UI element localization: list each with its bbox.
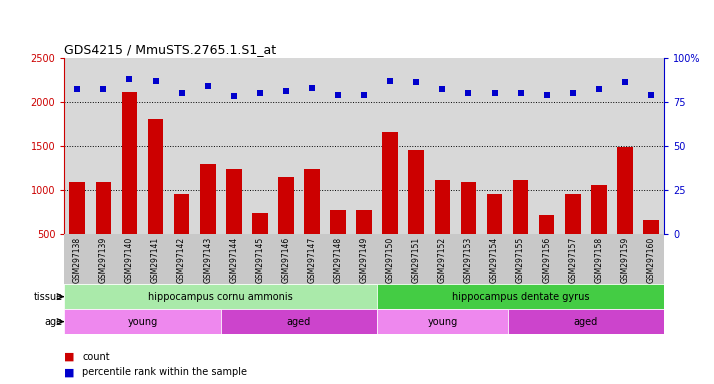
Bar xyxy=(487,194,503,234)
Text: GSM297151: GSM297151 xyxy=(412,237,421,283)
Point xyxy=(437,86,448,93)
Text: GSM297152: GSM297152 xyxy=(438,237,447,283)
Point xyxy=(645,92,657,98)
Text: GSM297138: GSM297138 xyxy=(73,237,82,283)
Text: GSM297141: GSM297141 xyxy=(151,237,160,283)
Bar xyxy=(383,132,398,234)
Bar xyxy=(408,150,424,234)
Text: GSM297156: GSM297156 xyxy=(542,237,551,283)
Bar xyxy=(591,185,607,234)
Point xyxy=(567,90,578,96)
Text: hippocampus dentate gyrus: hippocampus dentate gyrus xyxy=(452,291,589,302)
Text: aged: aged xyxy=(573,316,598,327)
Bar xyxy=(252,213,268,234)
Point xyxy=(593,86,605,93)
Text: ■: ■ xyxy=(64,352,75,362)
Bar xyxy=(221,309,377,334)
Point xyxy=(124,76,135,82)
Text: GSM297143: GSM297143 xyxy=(203,237,212,283)
Text: GSM297149: GSM297149 xyxy=(360,237,368,283)
Bar xyxy=(508,309,664,334)
Bar xyxy=(69,182,85,234)
Point xyxy=(202,83,213,89)
Point xyxy=(280,88,291,94)
Point xyxy=(619,79,630,85)
Text: GSM297147: GSM297147 xyxy=(308,237,316,283)
Text: GSM297154: GSM297154 xyxy=(490,237,499,283)
Point xyxy=(515,90,526,96)
Point xyxy=(463,90,474,96)
Point xyxy=(489,90,501,96)
Text: GSM297144: GSM297144 xyxy=(229,237,238,283)
Text: GSM297150: GSM297150 xyxy=(386,237,395,283)
Bar xyxy=(174,194,189,234)
Bar xyxy=(377,284,664,309)
Text: GSM297139: GSM297139 xyxy=(99,237,108,283)
Point xyxy=(332,92,343,98)
Text: GSM297145: GSM297145 xyxy=(256,237,264,283)
Bar xyxy=(539,215,555,234)
Point xyxy=(541,92,553,98)
Text: GSM297155: GSM297155 xyxy=(516,237,525,283)
Bar xyxy=(148,119,164,234)
Point xyxy=(228,93,239,99)
Text: young: young xyxy=(427,316,458,327)
Point xyxy=(358,92,370,98)
Bar xyxy=(643,220,659,234)
Text: ■: ■ xyxy=(64,367,75,377)
Text: count: count xyxy=(82,352,110,362)
Text: GSM297142: GSM297142 xyxy=(177,237,186,283)
Bar xyxy=(377,309,508,334)
Text: GSM297160: GSM297160 xyxy=(646,237,655,283)
Bar xyxy=(64,284,377,309)
Text: age: age xyxy=(45,316,63,327)
Point xyxy=(150,78,161,84)
Text: GSM297159: GSM297159 xyxy=(620,237,630,283)
Text: GSM297140: GSM297140 xyxy=(125,237,134,283)
Text: tissue: tissue xyxy=(34,291,63,302)
Text: GSM297158: GSM297158 xyxy=(594,237,603,283)
Bar xyxy=(226,169,241,234)
Bar xyxy=(121,92,137,234)
Point xyxy=(306,84,318,91)
Bar xyxy=(200,164,216,234)
Text: aged: aged xyxy=(287,316,311,327)
Bar xyxy=(331,210,346,234)
Text: GSM297146: GSM297146 xyxy=(281,237,291,283)
Bar xyxy=(513,180,528,234)
Point xyxy=(98,86,109,93)
Point xyxy=(385,78,396,84)
Bar xyxy=(304,169,320,234)
Bar xyxy=(617,147,633,234)
Bar xyxy=(278,177,293,234)
Text: GSM297157: GSM297157 xyxy=(568,237,577,283)
Point xyxy=(176,90,187,96)
Text: GSM297148: GSM297148 xyxy=(333,237,343,283)
Bar xyxy=(435,180,451,234)
Bar xyxy=(96,182,111,234)
Bar xyxy=(461,182,476,234)
Point xyxy=(71,86,83,93)
Point xyxy=(411,79,422,85)
Text: young: young xyxy=(127,316,158,327)
Text: hippocampus cornu ammonis: hippocampus cornu ammonis xyxy=(149,291,293,302)
Text: GDS4215 / MmuSTS.2765.1.S1_at: GDS4215 / MmuSTS.2765.1.S1_at xyxy=(64,43,276,56)
Bar xyxy=(64,309,221,334)
Bar xyxy=(565,194,580,234)
Text: GSM297153: GSM297153 xyxy=(464,237,473,283)
Point xyxy=(254,90,266,96)
Text: percentile rank within the sample: percentile rank within the sample xyxy=(82,367,247,377)
Bar xyxy=(356,210,372,234)
